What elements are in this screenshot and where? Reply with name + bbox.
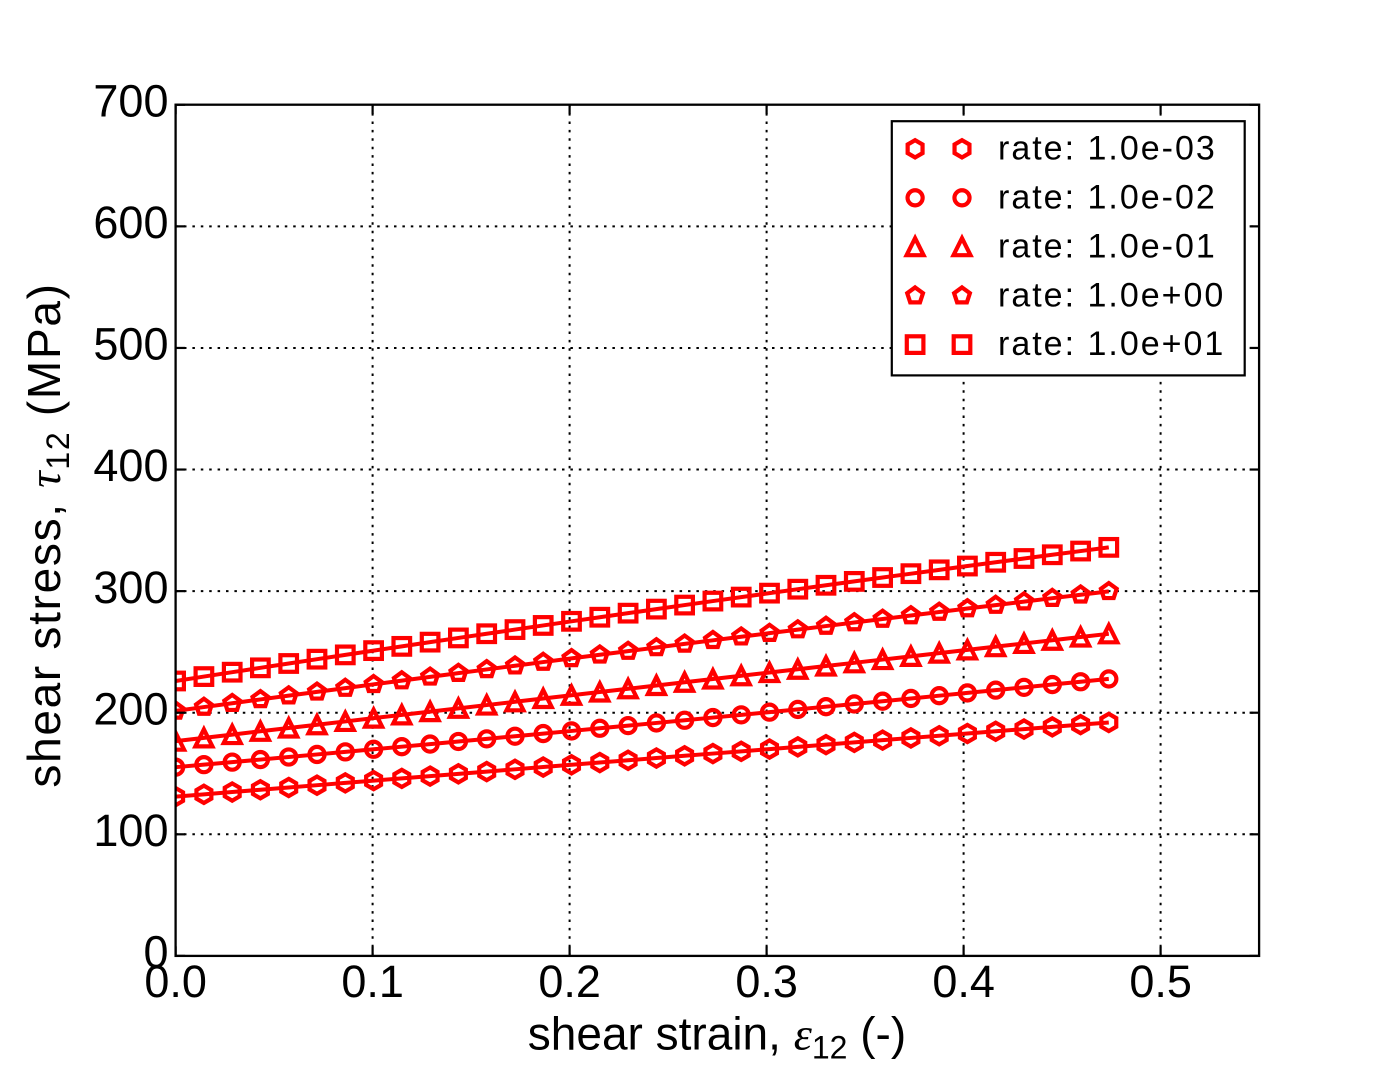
- svg-text:0.2: 0.2: [538, 956, 601, 1007]
- svg-text:500: 500: [93, 319, 168, 370]
- svg-text:200: 200: [93, 683, 168, 734]
- svg-text:700: 700: [93, 76, 168, 127]
- svg-text:0.1: 0.1: [341, 956, 404, 1007]
- svg-text:0.4: 0.4: [932, 956, 995, 1007]
- svg-text:shear strain, ε12 (-): shear strain, ε12 (-): [528, 1008, 906, 1066]
- svg-text:0.5: 0.5: [1129, 956, 1192, 1007]
- svg-text:rate: 1.0e-02: rate: 1.0e-02: [998, 178, 1217, 216]
- svg-text:shear stress, τ12 (MPa): shear stress, τ12 (MPa): [18, 282, 76, 787]
- svg-text:0.0: 0.0: [144, 956, 207, 1007]
- svg-text:rate: 1.0e+00: rate: 1.0e+00: [998, 276, 1225, 314]
- svg-text:rate: 1.0e-01: rate: 1.0e-01: [998, 227, 1217, 265]
- svg-text:600: 600: [93, 197, 168, 248]
- svg-text:rate: 1.0e+01: rate: 1.0e+01: [998, 325, 1225, 363]
- svg-text:0: 0: [143, 927, 168, 978]
- svg-text:rate: 1.0e-03: rate: 1.0e-03: [998, 129, 1217, 167]
- svg-text:0.3: 0.3: [735, 956, 798, 1007]
- svg-text:400: 400: [93, 440, 168, 491]
- svg-text:100: 100: [93, 805, 168, 856]
- svg-text:300: 300: [93, 562, 168, 613]
